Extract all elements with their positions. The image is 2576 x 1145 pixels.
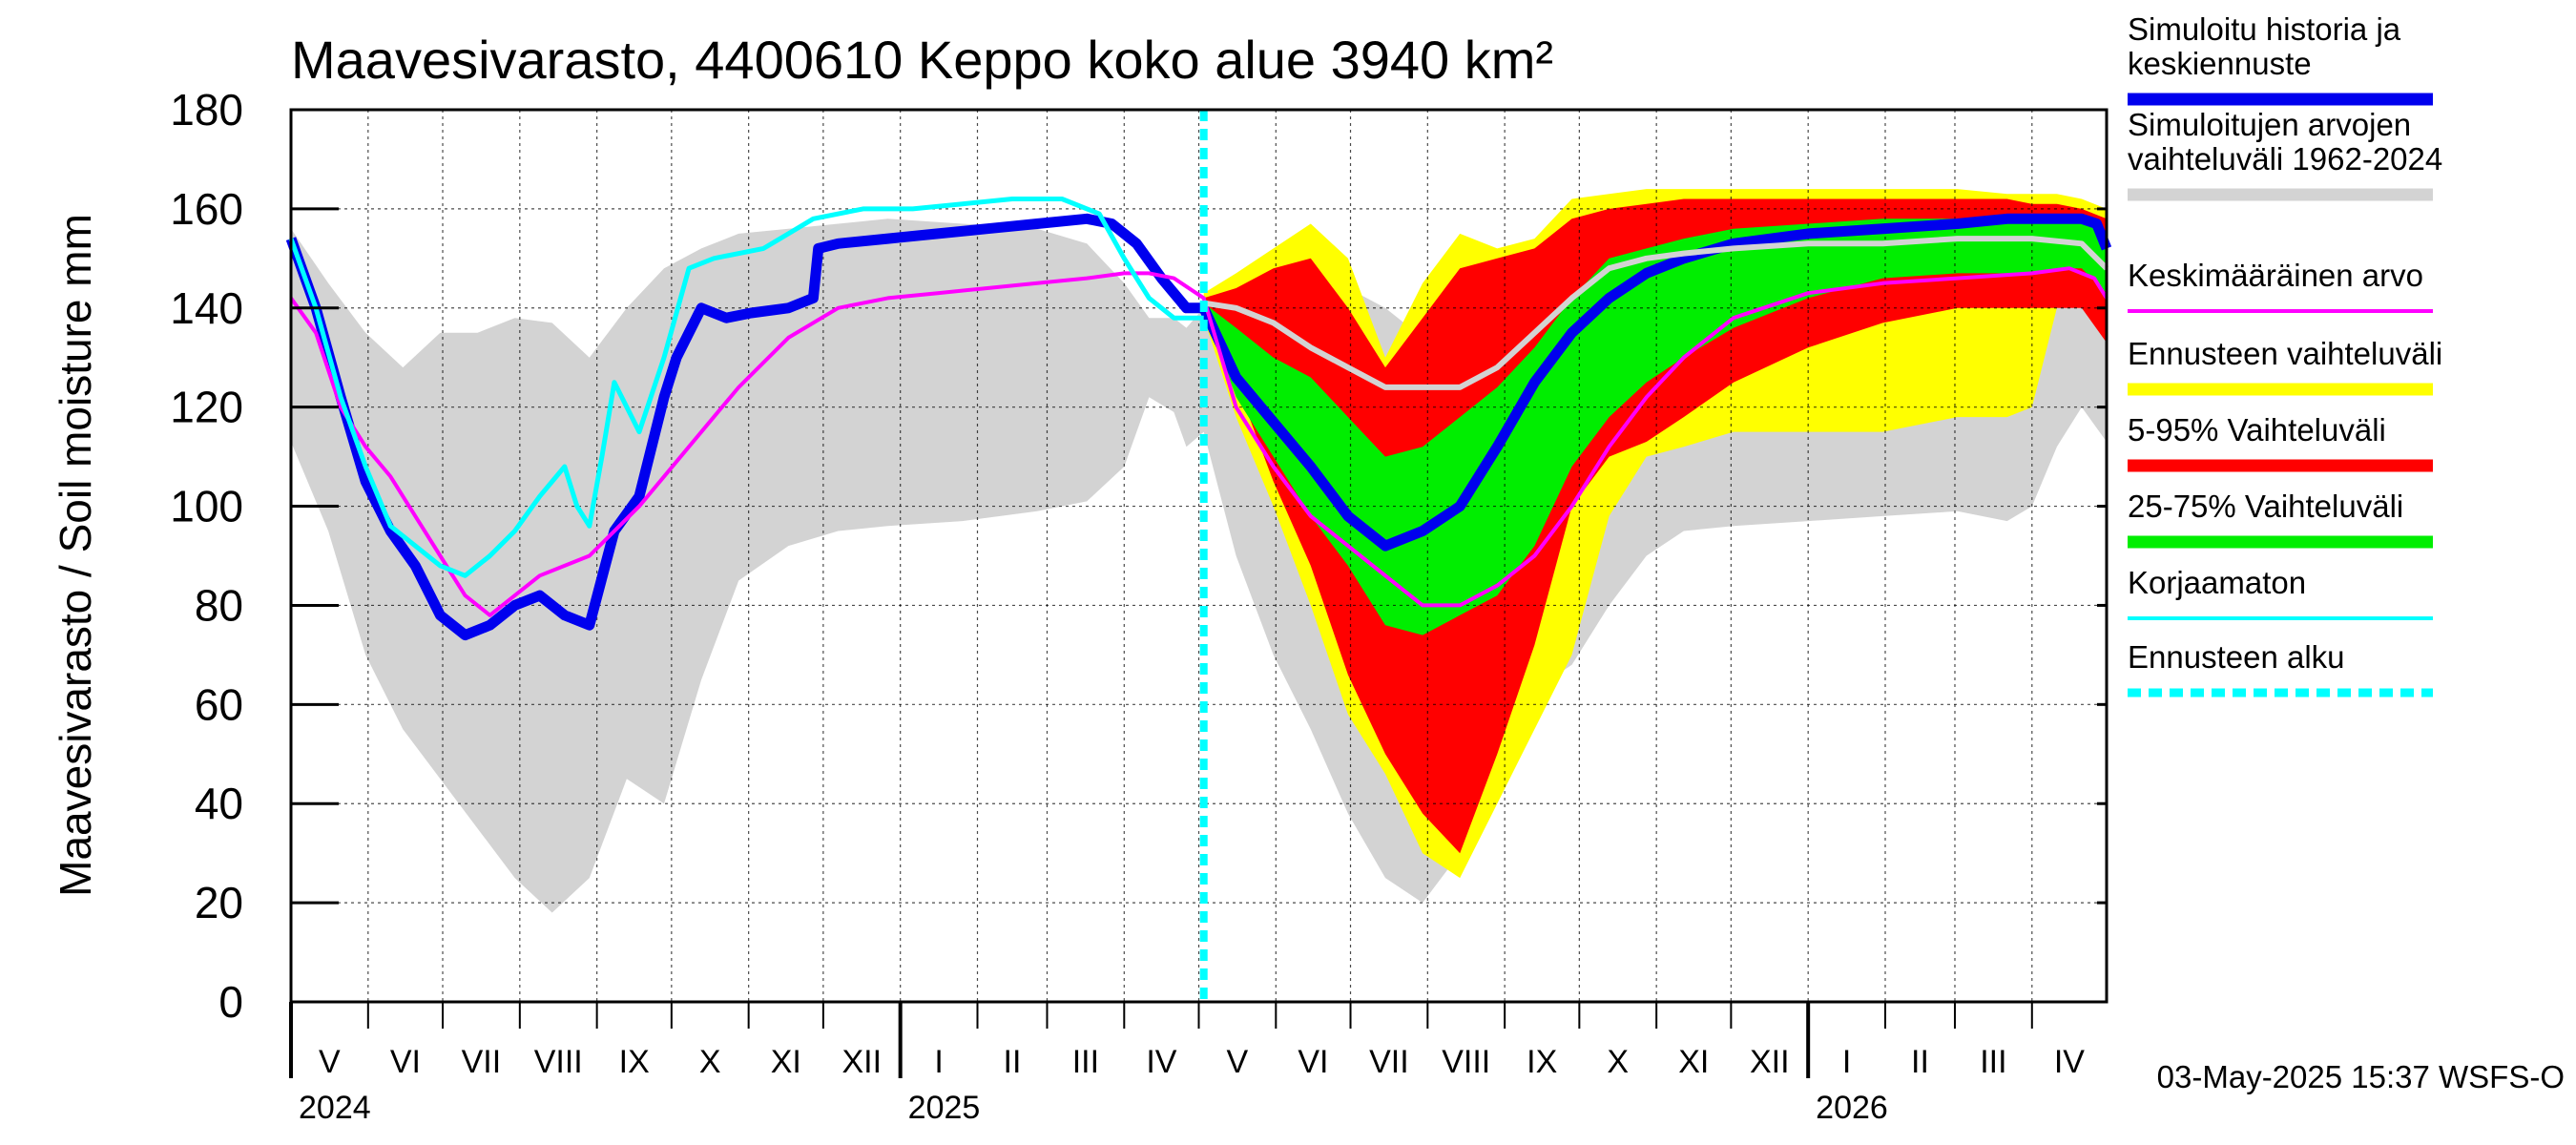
year-label: 2025 xyxy=(908,1090,981,1126)
y-tick-label: 60 xyxy=(195,679,243,729)
y-tick-label: 80 xyxy=(195,580,243,630)
y-tick-label: 0 xyxy=(218,977,243,1027)
legend-label: 5-95% Vaihteluväli xyxy=(2128,412,2386,448)
line-korjaamaton xyxy=(288,197,1204,578)
legend-label: Ennusteen alku xyxy=(2128,639,2345,675)
month-label: XI xyxy=(771,1044,801,1080)
legend-label: Korjaamaton xyxy=(2128,565,2306,600)
month-label: IX xyxy=(619,1044,650,1080)
legend-label: Simuloitujen arvojen vaihteluväli 1962-20… xyxy=(2128,107,2442,177)
y-tick-label: 40 xyxy=(195,779,243,828)
line-keskim-r-inen-arvo xyxy=(289,266,2109,617)
legend-label: Keskimääräinen arvo xyxy=(2128,258,2423,293)
month-label: I xyxy=(1842,1044,1851,1080)
legend-label: Ennusteen vaihteluväli xyxy=(2128,336,2442,371)
month-label: III xyxy=(1072,1044,1099,1080)
month-label: X xyxy=(1607,1044,1629,1080)
y-axis-label: Maavesivarasto / Soil moisture mm xyxy=(51,214,100,897)
y-tick-label: 160 xyxy=(170,184,243,234)
month-label: VII xyxy=(462,1044,502,1080)
month-label: IV xyxy=(1146,1044,1176,1080)
month-label: XII xyxy=(841,1044,882,1080)
legend-label: 25-75% Vaihteluväli xyxy=(2128,489,2403,524)
month-label: III xyxy=(1980,1044,2006,1080)
month-label: VI xyxy=(390,1044,421,1080)
band-p5-95 xyxy=(1203,198,2107,854)
y-tick-label: 120 xyxy=(170,383,243,432)
month-label: IV xyxy=(2054,1044,2085,1080)
month-label: XI xyxy=(1678,1044,1709,1080)
month-label: VIII xyxy=(534,1044,583,1080)
year-label: 2026 xyxy=(1816,1090,1888,1126)
month-label: IX xyxy=(1527,1044,1557,1080)
month-label: VI xyxy=(1298,1044,1328,1080)
month-label: VII xyxy=(1369,1044,1409,1080)
month-label: I xyxy=(934,1044,943,1080)
month-label: V xyxy=(1227,1044,1249,1080)
month-label: V xyxy=(319,1044,341,1080)
month-label: VIII xyxy=(1442,1044,1490,1080)
month-label: II xyxy=(1911,1044,1929,1080)
y-tick-label: 100 xyxy=(170,482,243,531)
month-label: II xyxy=(1004,1044,1022,1080)
y-tick-label: 140 xyxy=(170,283,243,333)
y-tick-label: 180 xyxy=(170,85,243,135)
month-label: XII xyxy=(1750,1044,1790,1080)
month-label: X xyxy=(699,1044,721,1080)
y-tick-label: 20 xyxy=(195,878,243,927)
year-label: 2024 xyxy=(299,1090,371,1126)
line-simuloitujen-arvojen-vaihteluv-li-1962-2024-median xyxy=(1203,236,2109,390)
legend: Simuloitu historia ja keskiennuste Simuloi… xyxy=(2128,11,2442,697)
legend-label: Simuloitu historia ja keskiennuste xyxy=(2128,11,2401,81)
timestamp-footer: 03-May-2025 15:37 WSFS-O xyxy=(2157,1059,2565,1094)
chart-title: Maavesivarasto, 4400610 Keppo koko alue … xyxy=(291,30,1553,90)
